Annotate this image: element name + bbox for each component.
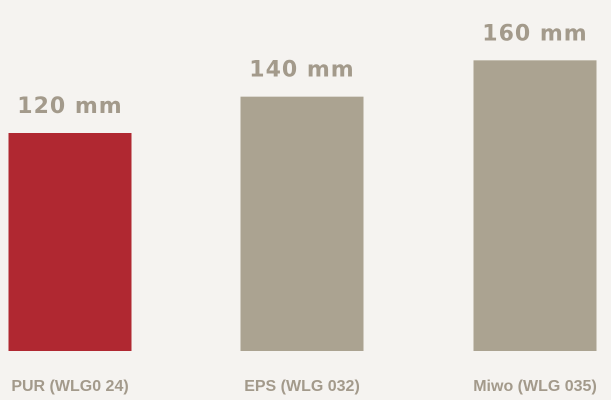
value-label-2: 140 mm xyxy=(249,58,354,83)
category-label-3: Miwo (WLG 035) xyxy=(473,378,597,395)
value-label-3: 160 mm xyxy=(482,21,587,46)
category-label-2: EPS (WLG 032) xyxy=(244,378,360,395)
value-label-1: 120 mm xyxy=(17,94,122,119)
bar-3 xyxy=(473,60,597,351)
category-label-1: PUR (WLG0 24) xyxy=(11,378,128,395)
bar-2 xyxy=(240,96,364,352)
bar-1 xyxy=(8,133,132,351)
